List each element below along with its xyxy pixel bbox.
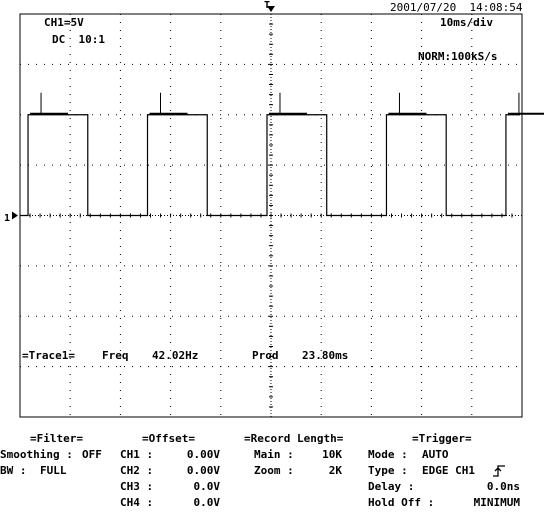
square-wave-trace — [20, 114, 520, 217]
trigger-mode-label: Mode : — [368, 448, 408, 461]
record-zoom-label: Zoom : — [254, 464, 294, 477]
freq-label: Freq — [102, 349, 129, 362]
freq-value: 42.02Hz — [152, 349, 199, 362]
trigger-position-icon — [267, 6, 275, 12]
filter-title: =Filter= — [30, 432, 83, 445]
scope-display — [12, 6, 544, 418]
offset-ch2-value: 0.00V — [186, 464, 220, 477]
ground-level-marker: 1 — [4, 213, 11, 224]
datetime-readout: 2001/07/20 14:08:54 — [390, 1, 523, 14]
bw-label: BW : — [0, 464, 27, 477]
trace-label: =Trace1= — [22, 349, 75, 362]
sampling-label: NORM:100kS/s — [418, 50, 498, 63]
trigger-position-marker: T — [264, 0, 271, 11]
rising-edge-icon — [493, 465, 505, 477]
smoothing-value: OFF — [82, 448, 102, 461]
offset-ch3-label: CH3 : — [120, 480, 154, 493]
trigger-delay-label: Delay : — [368, 480, 415, 493]
channel-scale-label: CH1=5V — [44, 16, 84, 29]
offset-ch4-value: 0.0V — [193, 496, 221, 509]
smoothing-label: Smoothing : — [0, 448, 73, 461]
prod-value: 23.80ms — [302, 349, 349, 362]
offset-ch1-label: CH1 : — [120, 448, 154, 461]
timebase-label: 10ms/div — [440, 16, 493, 29]
trigger-holdoff-value: MINIMUM — [473, 496, 520, 509]
record-zoom-value: 2K — [328, 464, 342, 477]
waveform-trace — [20, 92, 544, 217]
trigger-delay-value: 0.0ns — [486, 480, 520, 493]
record-main-value: 10K — [322, 448, 342, 461]
offset-ch2-label: CH2 : — [120, 464, 154, 477]
trigger-type-value: EDGE CH1 — [422, 464, 475, 477]
prod-label: Prod — [252, 349, 279, 362]
bw-value: FULL — [40, 464, 67, 477]
record-length-title: =Record Length= — [244, 432, 344, 445]
coupling-label: DC 10:1 — [52, 33, 105, 46]
ground-arrow-icon — [12, 211, 18, 220]
offset-ch4-label: CH4 : — [120, 496, 154, 509]
offset-ch3-value: 0.0V — [193, 480, 221, 493]
trigger-type-label: Type : — [368, 464, 408, 477]
trigger-mode-value: AUTO — [422, 448, 449, 461]
offset-title: =Offset= — [142, 432, 195, 445]
trigger-holdoff-label: Hold Off : — [368, 496, 435, 509]
record-main-label: Main : — [254, 448, 294, 461]
offset-ch1-value: 0.00V — [186, 448, 220, 461]
trigger-title: =Trigger= — [412, 432, 472, 445]
